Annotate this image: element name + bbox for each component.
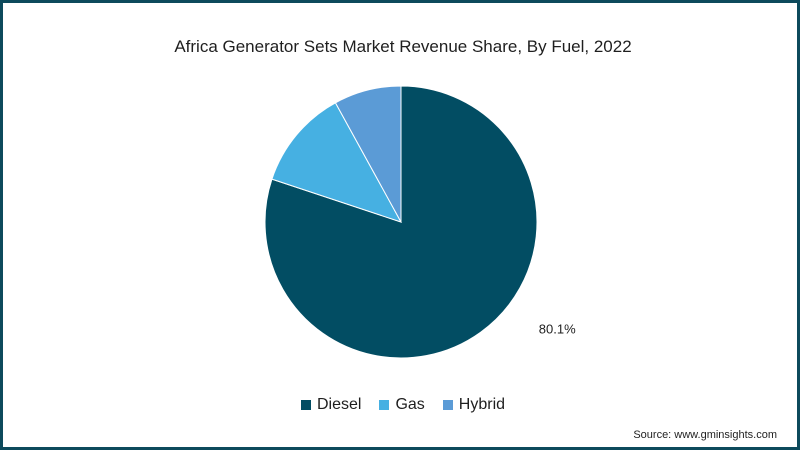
source-note: Source: www.gminsights.com	[633, 429, 777, 441]
pie-slice-gas	[271, 102, 403, 223]
legend: Diesel Gas Hybrid	[3, 396, 800, 414]
legend-swatch	[442, 400, 453, 410]
legend-swatch	[300, 400, 311, 410]
chart-title: Africa Generator Sets Market Revenue Sha…	[174, 37, 632, 56]
legend-swatch	[379, 400, 390, 410]
legend-label: Gas	[395, 396, 425, 413]
legend-item-diesel: Diesel	[300, 396, 362, 414]
data-label-diesel: 80.1%	[539, 322, 576, 337]
pie-slice-hybrid	[334, 85, 402, 223]
legend-label: Diesel	[316, 396, 362, 413]
legend-item-gas: Gas	[379, 396, 425, 414]
legend-item-hybrid: Hybrid	[442, 396, 506, 414]
legend-label: Hybrid	[458, 396, 506, 413]
